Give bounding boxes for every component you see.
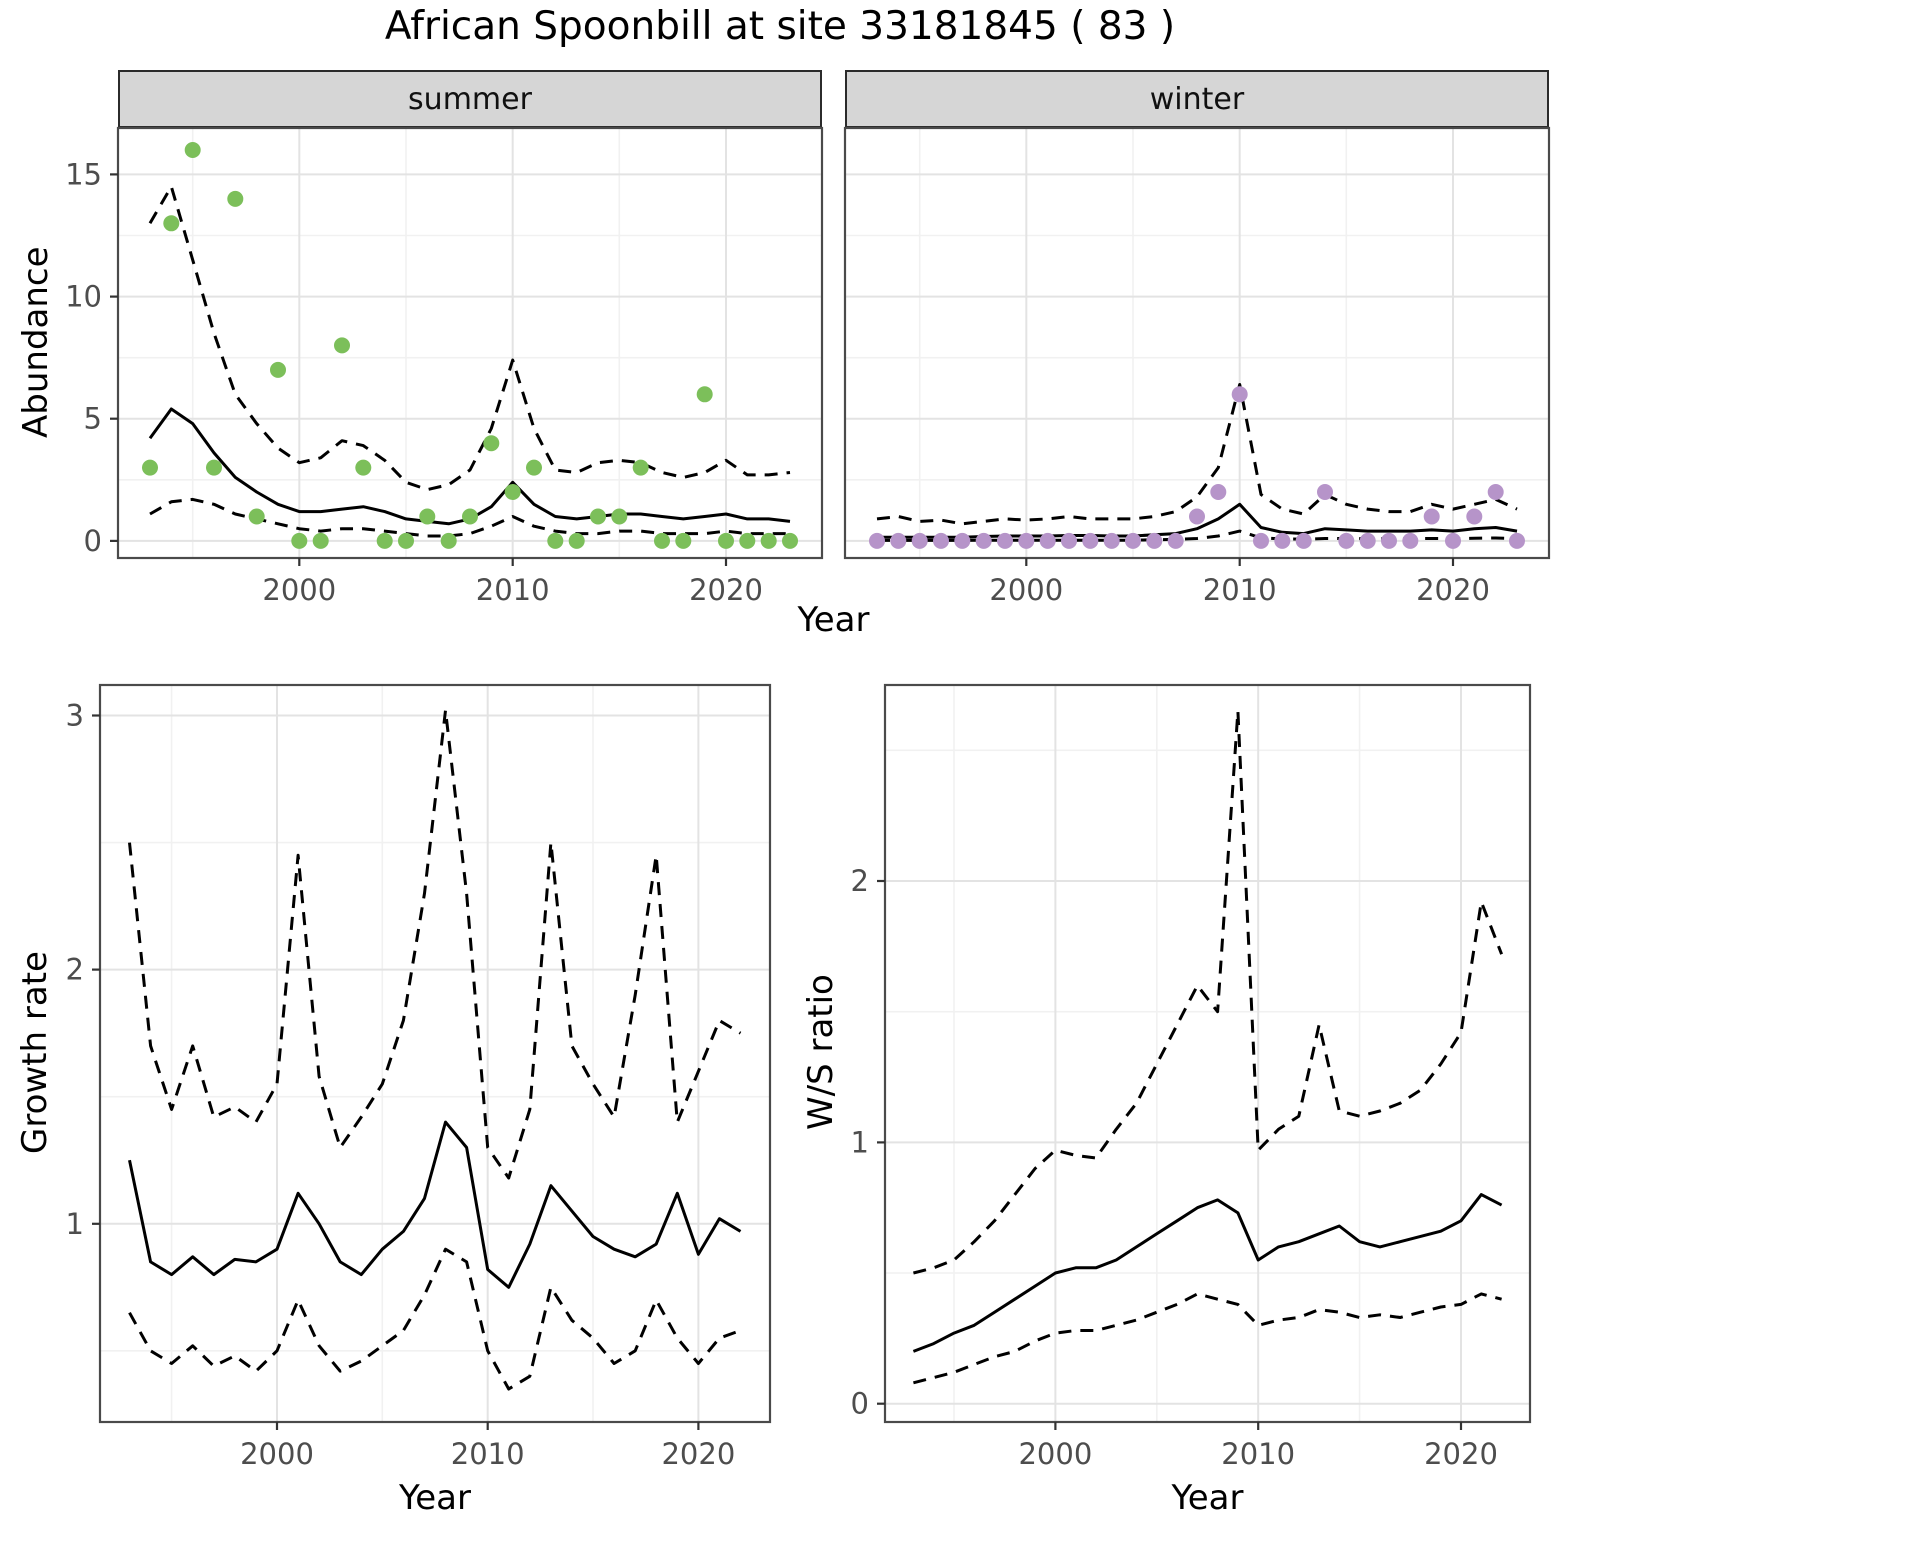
- svg-text:2020: 2020: [1424, 1437, 1498, 1471]
- svg-text:0: 0: [84, 524, 102, 558]
- growth-year-axis-title: Year: [399, 1478, 471, 1518]
- facet-strip-winter: winter: [845, 70, 1549, 128]
- ws-year-axis-title: Year: [1171, 1478, 1244, 1518]
- abundance-summer-chart: 2000 2010 2020 0 5 10 15: [65, 126, 824, 607]
- ws-ratio-chart: 2000 2010 2020 0 1 2: [851, 683, 1532, 1471]
- svg-text:3: 3: [66, 699, 84, 733]
- svg-text:2020: 2020: [1416, 573, 1490, 607]
- facet-strip-summer-label: summer: [408, 81, 532, 117]
- svg-text:2020: 2020: [689, 573, 763, 607]
- svg-text:10: 10: [65, 280, 102, 314]
- top-year-axis-title: Year: [797, 600, 870, 640]
- svg-text:2010: 2010: [476, 573, 550, 607]
- svg-text:5: 5: [84, 402, 102, 436]
- svg-text:2000: 2000: [240, 1437, 314, 1471]
- facet-strip-summer: summer: [118, 70, 822, 128]
- svg-text:0: 0: [851, 1387, 869, 1421]
- svg-text:2010: 2010: [1203, 573, 1277, 607]
- svg-text:1: 1: [851, 1125, 869, 1159]
- svg-text:2000: 2000: [262, 573, 336, 607]
- svg-text:15: 15: [65, 157, 102, 191]
- svg-text:1: 1: [66, 1207, 84, 1241]
- svg-text:2: 2: [851, 864, 869, 898]
- svg-text:2010: 2010: [1221, 1437, 1295, 1471]
- svg-text:2: 2: [66, 953, 84, 987]
- facet-strip-winter-label: winter: [1149, 81, 1245, 117]
- svg-text:2000: 2000: [1018, 1437, 1092, 1471]
- svg-text:2020: 2020: [661, 1437, 735, 1471]
- svg-text:2000: 2000: [989, 573, 1063, 607]
- growth-rate-chart: 2000 2010 2020 1 2 3: [66, 683, 772, 1471]
- figure-title: African Spoonbill at site 33181845 ( 83 …: [384, 4, 1176, 49]
- svg-text:2010: 2010: [451, 1437, 525, 1471]
- abundance-winter-chart: 2000 2010 2020: [843, 126, 1551, 607]
